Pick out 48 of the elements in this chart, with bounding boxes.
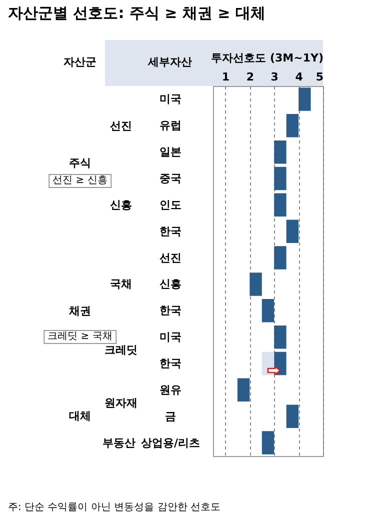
y-tick-label: 원유 — [160, 383, 182, 396]
y-tick-label: 중국 — [160, 172, 182, 185]
bar — [286, 404, 299, 428]
text: 주: 단순 수익률이 아닌 변동성을 감안한 선호도 — [8, 501, 220, 514]
x-tick-label: 3 — [270, 70, 278, 84]
bar — [262, 431, 274, 454]
bar — [237, 378, 250, 402]
text: 크레딧 — [104, 344, 138, 357]
y-tick-label: 선진 — [160, 251, 182, 264]
x-tick-label: 4 — [295, 70, 304, 84]
bar — [274, 325, 286, 349]
text: 대체 — [69, 410, 91, 423]
y-tick-label: 미국 — [160, 330, 182, 344]
text: 부동산 — [102, 436, 136, 450]
text: 국채 — [110, 278, 132, 291]
chart-title: 자산군별 선호도: 주식 ≥ 채권 ≥ 대체 — [8, 4, 266, 23]
bar — [262, 299, 274, 322]
bar — [286, 114, 299, 138]
text: 원자재 — [104, 396, 138, 410]
text: 신흥 — [110, 198, 132, 212]
text: 채권 — [69, 304, 91, 318]
text: 세부자산 — [148, 55, 192, 69]
text: 자산군 — [64, 55, 96, 69]
y-tick-label: 유럽 — [160, 119, 182, 132]
bar — [274, 246, 286, 270]
y-tick-label: 미국 — [160, 92, 182, 106]
text: 주식 — [69, 156, 91, 170]
y-tick-label: 한국 — [160, 224, 182, 238]
text: 크레딧 ≥ 국채 — [44, 330, 116, 344]
x-axis-title: 투자선호도 (3M~1Y) — [211, 52, 324, 64]
y-tick-label: 인도 — [160, 198, 182, 212]
y-tick-label: 금 — [165, 410, 176, 423]
x-tick-label: 5 — [316, 70, 324, 84]
y-tick-label: 신흥 — [160, 278, 182, 291]
y-tick-label: 일본 — [160, 146, 182, 159]
bar — [274, 193, 286, 217]
text: 선진 — [110, 119, 132, 132]
bar — [274, 166, 286, 190]
x-tick-label: 1 — [222, 70, 230, 84]
text: 선진 ≥ 신흥 — [48, 174, 112, 188]
bar — [298, 88, 311, 111]
bar — [274, 140, 286, 164]
y-tick-label: 한국 — [160, 304, 182, 318]
bar — [250, 272, 262, 296]
y-tick-label: 상업용/리츠 — [140, 436, 200, 450]
bar — [286, 220, 299, 243]
y-tick-label: 한국 — [160, 357, 182, 370]
x-tick-label: 2 — [246, 70, 254, 84]
